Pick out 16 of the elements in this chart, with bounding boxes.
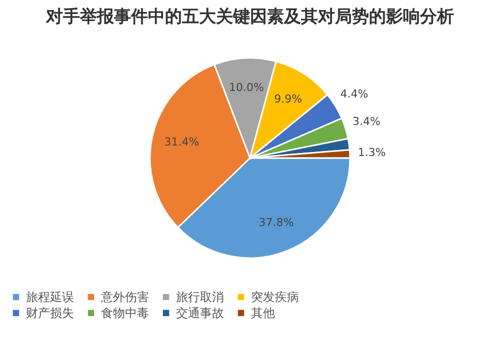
data-label: 3.4% [352, 114, 380, 128]
data-label: 10.0% [229, 81, 264, 94]
legend-label: 旅程延误 [26, 290, 74, 304]
data-label: 37.8% [258, 216, 294, 229]
chart-title: 对手举报事件中的五大关键因素及其对局势的影响分析 [45, 7, 454, 28]
legend-label: 其他 [251, 306, 275, 320]
data-label: 9.9% [274, 92, 302, 106]
data-label: 4.4% [340, 88, 368, 101]
legend-label: 意外伤害 [100, 290, 149, 304]
legend-label: 交通事故 [176, 306, 224, 320]
data-label: 1.3% [358, 146, 386, 160]
legend-label: 突发疾病 [251, 290, 299, 304]
legend-label: 财产损失 [26, 306, 74, 320]
data-label: 31.4% [164, 136, 200, 149]
legend-label: 旅行取消 [176, 290, 224, 304]
legend-label: 食物中毒 [101, 306, 149, 320]
